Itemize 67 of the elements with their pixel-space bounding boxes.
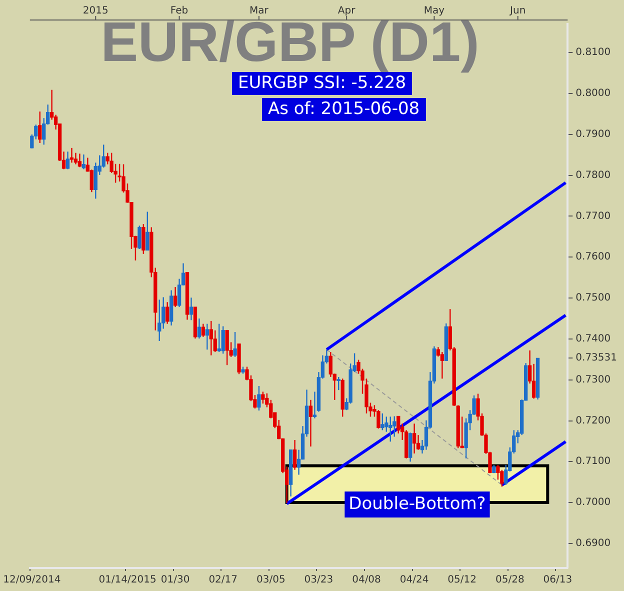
x-tick-label: 03/23 [304, 574, 334, 586]
text: Feb [170, 6, 188, 17]
candlestick [388, 416, 392, 442]
candlestick [82, 154, 86, 170]
y-tick-label: 0.6900 [576, 538, 611, 550]
candlestick [38, 110, 42, 144]
candlestick [209, 320, 213, 356]
candlestick [292, 439, 297, 470]
candlestick [440, 351, 444, 380]
y-tick-label: 0.7800 [576, 170, 611, 181]
x-tick-label: 03/05 [256, 574, 286, 586]
candlestick [384, 416, 388, 432]
candlestick [197, 318, 202, 340]
candlestick [257, 385, 261, 412]
text: Apr [338, 6, 356, 17]
candlestick [146, 211, 150, 251]
band-label: Double-Bottom? [348, 494, 486, 514]
candlestick [189, 297, 194, 321]
candlestick [221, 326, 225, 354]
annotation: EURGBP SSI: -5.228 [232, 72, 412, 95]
text: Mar [250, 6, 270, 17]
candlestick [102, 144, 106, 168]
y-tick-label: 0.7300 [576, 374, 611, 386]
x-tick-label: 05/12 [448, 574, 477, 586]
y-tick-label: 0.7500 [576, 292, 611, 304]
x-tick-label: 04/24 [400, 574, 429, 586]
y-tick-label: 0.8100 [576, 47, 611, 58]
text: 2015 [82, 6, 108, 17]
y-tick-label: 0.7100 [576, 456, 611, 468]
candlestick [201, 323, 206, 338]
candlestick [392, 416, 396, 438]
x-tick-label: 12/09/2014 [3, 574, 61, 586]
candlestick [173, 286, 178, 308]
y-tick-label: 0.7200 [576, 415, 611, 426]
x-tick-label: 01/14/2015 [98, 574, 156, 586]
y-tick-label: 0.7600 [576, 252, 611, 263]
text: May [424, 6, 445, 17]
annotation: As of: 2015-06-08 [262, 98, 426, 121]
candlestick [66, 151, 70, 170]
x-tick-label: 06/13 [543, 574, 572, 586]
candlestick [78, 153, 82, 168]
x-tick-label: 01/30 [160, 574, 190, 586]
candlestick [233, 331, 237, 358]
candlestick [142, 223, 146, 254]
x-tick-label: 05/28 [495, 574, 524, 586]
candlestick [225, 329, 229, 366]
y-tick-label: 0.7400 [576, 334, 611, 345]
candlestick [261, 391, 265, 404]
candlestick [166, 302, 170, 324]
y-tick-label: 0.73531 [576, 352, 618, 364]
candlestick [74, 152, 78, 165]
candlestick [158, 299, 162, 342]
candlestick [308, 399, 313, 448]
y-tick-label: 0.7000 [576, 497, 611, 508]
candlestick [138, 225, 142, 250]
candlestick [380, 412, 384, 431]
text: Jun [509, 6, 526, 17]
y-tick-label: 0.8000 [576, 88, 611, 100]
y-tick-label: 0.7900 [576, 129, 611, 140]
candlestick [336, 376, 340, 391]
candlestick [90, 169, 94, 193]
y-tick-label: 0.7700 [576, 210, 611, 222]
candlestick [205, 323, 209, 350]
candlestick [500, 469, 504, 488]
x-tick-label: 02/17 [208, 574, 238, 586]
x-tick-label: 04/08 [352, 574, 381, 586]
candlestick [412, 423, 416, 454]
